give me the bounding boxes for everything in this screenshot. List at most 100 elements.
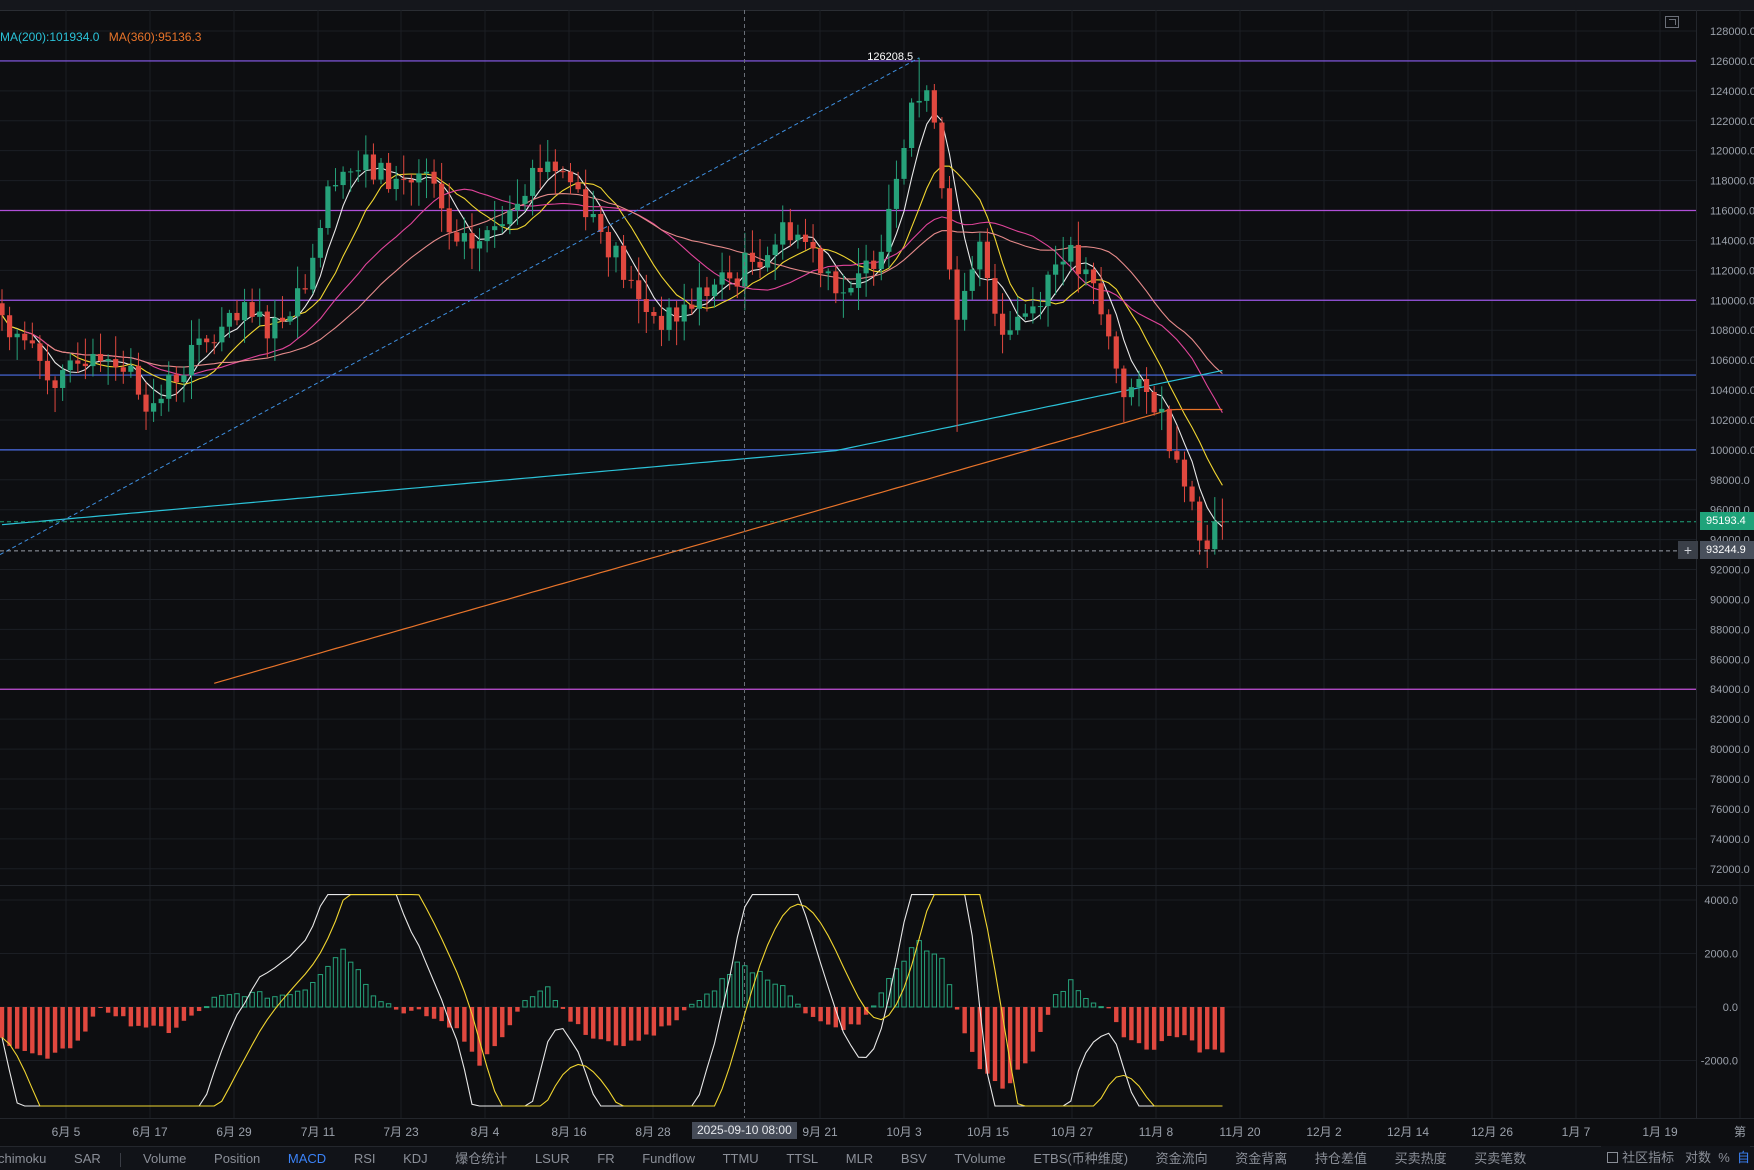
candle-body xyxy=(173,374,179,383)
price-tick-label: 108000.0 xyxy=(1710,325,1754,337)
chart-canvas[interactable]: 126208.5 128000.0 126000.0 124000.0 122000.0… xyxy=(0,0,1754,1146)
edit-indicator-icon[interactable] xyxy=(1607,1152,1619,1163)
candle-body xyxy=(1113,336,1119,369)
tab-rsi[interactable]: RSI xyxy=(353,1151,376,1166)
candle-body xyxy=(545,161,551,173)
candle-body xyxy=(719,272,725,285)
macd-histogram-bar xyxy=(75,1007,80,1041)
macd-histogram-bar xyxy=(901,960,907,1008)
macd-histogram-bar xyxy=(0,1007,5,1038)
tab-fundflow[interactable]: Fundflow xyxy=(642,1151,695,1166)
tab-volume[interactable]: Volume xyxy=(143,1151,187,1166)
tab-position[interactable]: Position xyxy=(214,1151,261,1166)
tab-position-diff[interactable]: 持仓差值 xyxy=(1314,1151,1367,1166)
candle-body xyxy=(67,360,73,371)
right-tools: 社区指标 对数 % 自 xyxy=(1601,1146,1750,1169)
trend-line xyxy=(0,57,920,556)
log-scale-toggle[interactable]: 对数 xyxy=(1684,1150,1711,1165)
time-tick-label: 9月 21 xyxy=(802,1125,838,1139)
macd-histogram-bar xyxy=(696,1000,703,1008)
tab-fr[interactable]: FR xyxy=(597,1151,615,1166)
tab-liquidation[interactable]: 爆仓统计 xyxy=(455,1151,508,1166)
candle-body xyxy=(590,214,596,218)
candle-body xyxy=(1121,368,1127,398)
percent-scale-toggle[interactable]: % xyxy=(1718,1150,1730,1165)
macd-histogram-bar xyxy=(7,1007,12,1046)
macd-histogram-bar xyxy=(196,1007,202,1012)
candle-body xyxy=(674,307,680,322)
tab-fund-direction[interactable]: 资金流向 xyxy=(1155,1151,1208,1166)
community-indicator-button[interactable]: 社区指标 xyxy=(1622,1150,1675,1165)
tab-ttmu[interactable]: TTMU xyxy=(722,1151,759,1166)
price-tick-label: 106000.0 xyxy=(1710,355,1754,367)
macd-histogram-bar xyxy=(826,1007,831,1025)
macd-histogram-bar xyxy=(628,1007,634,1041)
macd-histogram-bar xyxy=(1136,1007,1142,1044)
candle-body xyxy=(234,312,240,321)
candle-body xyxy=(461,233,467,242)
fullscreen-icon[interactable] xyxy=(1665,16,1679,28)
candle-body xyxy=(52,380,58,388)
tab-trade-heat[interactable]: 买卖热度 xyxy=(1394,1151,1447,1166)
candle-body xyxy=(22,333,28,341)
macd-histogram-bar xyxy=(1023,1007,1028,1064)
auto-scale-toggle[interactable]: 自 xyxy=(1736,1150,1750,1165)
tab-ttsl[interactable]: TTSL xyxy=(786,1151,819,1166)
macd-histogram-bar xyxy=(158,1007,164,1027)
high-price-label: 126208.5 xyxy=(867,51,913,63)
candle-body xyxy=(1128,387,1135,398)
candle-body xyxy=(120,367,126,372)
macd-tick-label: 4000.0 xyxy=(1704,895,1738,907)
tab-tvolume[interactable]: TVolume xyxy=(954,1151,1006,1166)
tab-fund-divergence[interactable]: 资金背离 xyxy=(1235,1151,1288,1166)
candle-body xyxy=(711,284,718,297)
macd-histogram-bar xyxy=(1167,1007,1172,1036)
candle-body xyxy=(977,241,983,270)
tab-sar[interactable]: SAR xyxy=(74,1151,101,1166)
macd-histogram-bar xyxy=(711,990,718,1008)
macd-histogram-bar xyxy=(500,1007,505,1038)
macd-histogram-bar xyxy=(416,1007,422,1010)
candle-body xyxy=(317,227,323,258)
macd-histogram-bar xyxy=(1144,1007,1149,1050)
candle-body xyxy=(802,234,809,242)
macd-histogram-bar xyxy=(1189,1007,1195,1041)
candle-body xyxy=(939,122,945,189)
tab-lsur[interactable]: LSUR xyxy=(534,1151,570,1166)
macd-histogram-bar xyxy=(946,984,953,1008)
macd-histogram-bar xyxy=(726,973,733,1008)
tab-bsv[interactable]: BSV xyxy=(900,1151,927,1166)
price-tick-label: 112000.0 xyxy=(1710,265,1754,277)
candle-body xyxy=(901,147,907,179)
macd-histogram-bar xyxy=(287,994,293,1008)
macd-histogram-bar xyxy=(469,1007,475,1052)
tab-ichimoku[interactable]: chimoku xyxy=(0,1151,47,1166)
macd-histogram-bar xyxy=(924,950,930,1008)
candle-body xyxy=(469,233,475,249)
tab-etbs[interactable]: ETBS(币种维度) xyxy=(1033,1151,1129,1166)
candle-body xyxy=(1212,521,1218,550)
ma-30-line xyxy=(47,193,1223,375)
ma200-legend: MA(200):101934.0 xyxy=(0,30,100,44)
macd-histogram-bar xyxy=(136,1007,141,1026)
macd-histogram-bar xyxy=(841,1007,846,1030)
macd-histogram-bar xyxy=(742,965,748,1008)
price-tick-label: 126000.0 xyxy=(1710,56,1754,68)
macd-histogram-bar xyxy=(1114,1007,1119,1023)
macd-histogram-bar xyxy=(340,948,346,1008)
tab-macd[interactable]: MACD xyxy=(287,1151,327,1166)
tab-trade-count[interactable]: 买卖笔数 xyxy=(1474,1151,1527,1166)
candle-body xyxy=(90,353,96,367)
macd-histogram-bar xyxy=(954,1007,960,1010)
macd-histogram-bar xyxy=(893,968,900,1008)
candle-body xyxy=(833,271,839,294)
macd-histogram-bar xyxy=(704,993,710,1008)
macd-histogram-bar xyxy=(970,1007,975,1052)
price-tick-label: 120000.0 xyxy=(1710,146,1754,158)
tab-mlr[interactable]: MLR xyxy=(845,1151,874,1166)
add-alert-plus-icon[interactable]: + xyxy=(1678,541,1698,559)
ma200-line xyxy=(1,369,1223,526)
macd-histogram-bar xyxy=(977,1007,983,1070)
tab-kdj[interactable]: KDJ xyxy=(403,1151,428,1166)
macd-histogram-bar xyxy=(985,1007,990,1074)
